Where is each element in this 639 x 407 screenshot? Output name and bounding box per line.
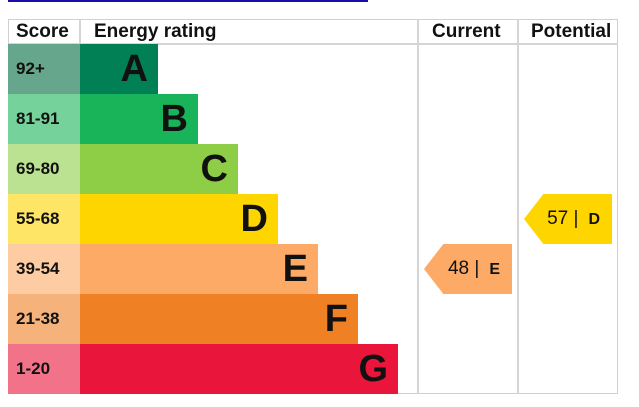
score-cell-f: 21-38 <box>8 294 80 344</box>
score-cell-g: 1-20 <box>8 344 80 394</box>
potential-value: 57 | <box>547 208 579 229</box>
score-cell-b: 81-91 <box>8 94 80 144</box>
potential-letter: D <box>588 211 600 228</box>
rating-bar-c: C <box>80 144 238 194</box>
current-letter: E <box>489 261 500 278</box>
current-rating-arrow: 48 | E <box>424 244 512 294</box>
header-divider <box>8 43 618 45</box>
score-cell-c: 69-80 <box>8 144 80 194</box>
potential-rating-arrow: 57 | D <box>524 194 612 244</box>
header-energy-rating: Energy rating <box>94 21 217 42</box>
current-value: 48 | <box>447 258 480 279</box>
rating-bar-f: F <box>80 294 358 344</box>
rating-bar-d: D <box>80 194 278 244</box>
top-link[interactable] <box>8 0 368 2</box>
header-current: Current <box>432 21 501 42</box>
column-divider <box>517 19 519 394</box>
rating-bar-b: B <box>80 94 198 144</box>
header-potential: Potential <box>531 21 612 42</box>
score-cell-d: 55-68 <box>8 194 80 244</box>
score-cell-e: 39-54 <box>8 244 80 294</box>
rating-bar-a: A <box>80 44 158 94</box>
score-cell-a: 92+ <box>8 44 80 94</box>
rating-bar-g: G <box>80 344 398 394</box>
header-score: Score <box>16 21 69 42</box>
rating-bar-e: E <box>80 244 318 294</box>
column-divider <box>417 19 419 394</box>
